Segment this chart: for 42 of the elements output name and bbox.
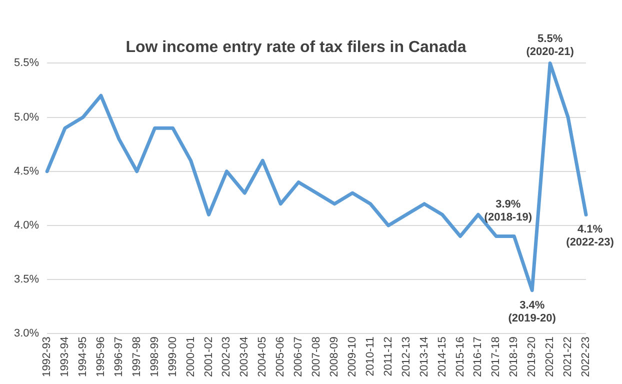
x-tick-label: 2017-18: [490, 336, 502, 378]
annotation: 4.1% (2022-23): [566, 224, 614, 249]
x-tick-label: 1993-94: [59, 336, 72, 378]
annotation: 3.4% (2019-20): [508, 299, 556, 324]
y-tick-label: 3.0%: [14, 328, 40, 340]
x-tick-label: 1996-97: [112, 336, 125, 378]
annotation: 3.9% (2018-19): [484, 198, 532, 224]
x-tick-label: 2007-08: [310, 336, 323, 378]
x-tick-label: 2000-01: [184, 336, 197, 378]
x-tick-label: 1997-98: [130, 336, 143, 378]
x-tick-label: 2009-10: [346, 336, 358, 378]
x-tick-label: 2022-23: [580, 336, 592, 378]
y-tick-label: 4.0%: [14, 219, 40, 232]
x-tick-label: 2008-09: [328, 336, 341, 378]
x-tick-label: 2018-19: [508, 336, 520, 378]
x-tick-label: 2006-07: [292, 336, 305, 378]
x-tick-label: 2015-16: [454, 336, 466, 378]
x-tick-label: 2021-22: [562, 336, 574, 378]
x-tick-label: 2004-05: [256, 336, 269, 378]
x-tick-label: 2014-15: [436, 336, 448, 378]
x-tick-label: 2013-14: [418, 336, 430, 378]
chart-title: Low income entry rate of tax filers in Canada: [126, 39, 466, 56]
x-tick-label: 1995-96: [94, 336, 107, 378]
x-tick-label: 2003-04: [238, 336, 251, 378]
x-tick-label: 1994-95: [77, 336, 90, 378]
x-tick-label: 2002-03: [220, 336, 233, 378]
x-tick-label: 1998-99: [148, 336, 161, 378]
x-tick-label: 1999-00: [166, 336, 179, 378]
x-tick-label: 2001-02: [202, 336, 215, 378]
x-tick-label: 2019-20: [526, 336, 538, 378]
y-tick-label: 5.5%: [14, 57, 40, 70]
annotation: 5.5% (2020-21): [526, 33, 574, 58]
x-tick-label: 2005-06: [274, 336, 287, 378]
y-tick-label: 5.0%: [14, 111, 40, 124]
x-tick-label: 2016-17: [472, 336, 484, 378]
x-tick-label: 2011-12: [382, 336, 394, 376]
y-tick-label: 3.5%: [14, 274, 40, 286]
x-tick-label: 2012-13: [400, 336, 412, 378]
x-tick-label: 2010-11: [364, 336, 376, 376]
y-tick-label: 4.5%: [14, 165, 40, 178]
x-tick-label: 1992-93: [41, 336, 54, 378]
x-tick-label: 2020-21: [544, 336, 556, 378]
